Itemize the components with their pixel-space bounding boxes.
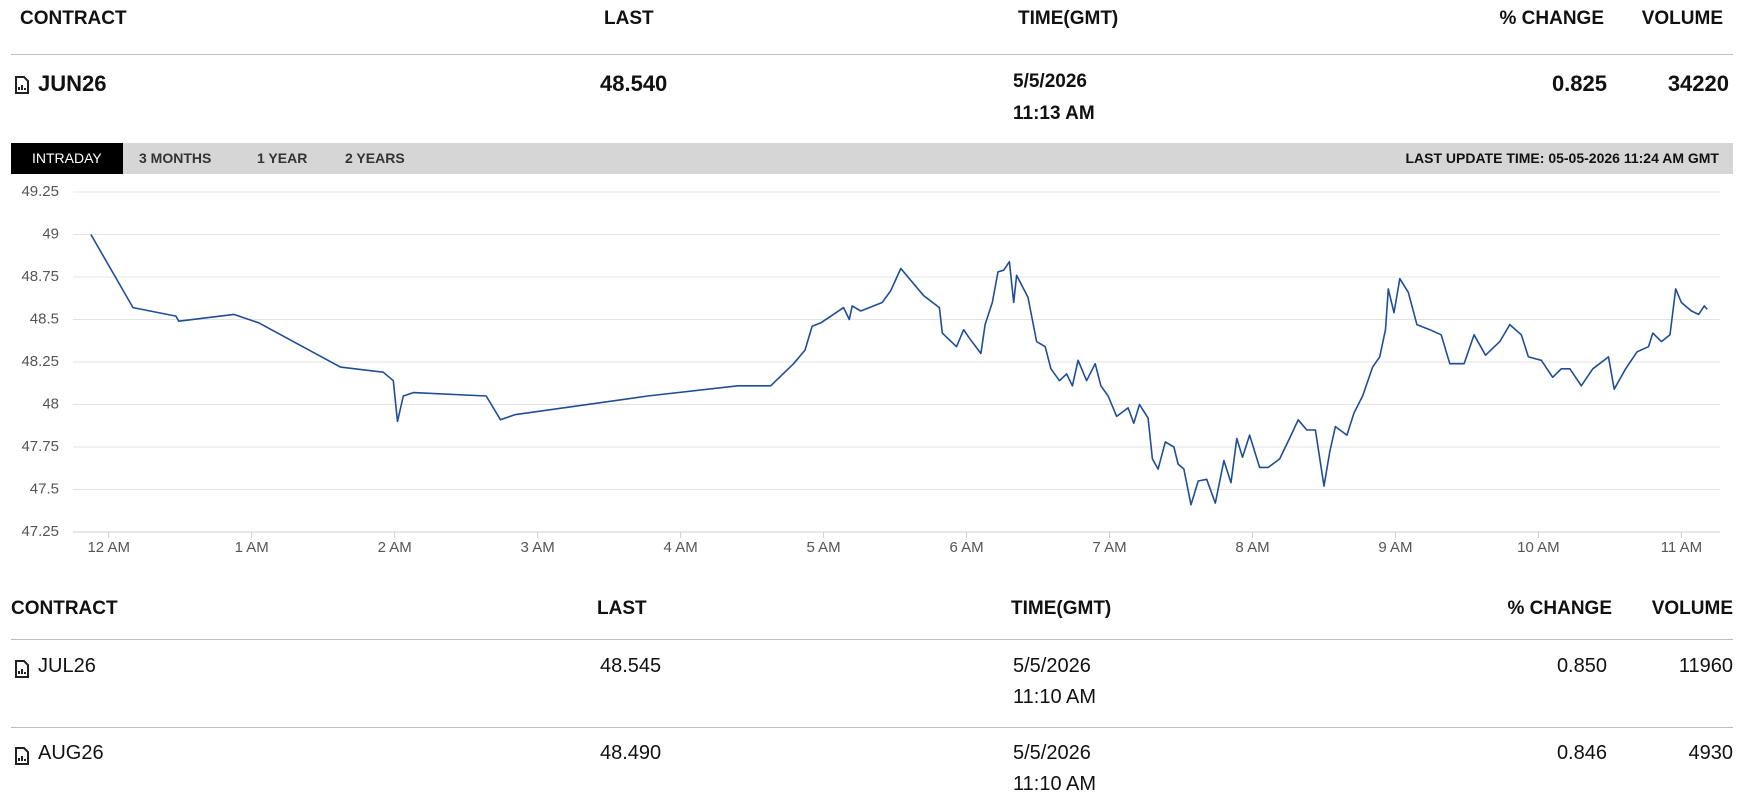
header-change: % CHANGE bbox=[1499, 8, 1604, 29]
x-tick-label: 3 AM bbox=[521, 539, 555, 556]
divider bbox=[11, 54, 1733, 55]
tab[interactable]: 3 MONTHS bbox=[139, 150, 212, 166]
y-tick-label: 48 bbox=[42, 395, 59, 412]
tab[interactable]: 2 YEARS bbox=[345, 150, 405, 166]
chart-icon[interactable] bbox=[14, 76, 30, 94]
y-tick-label: 47.25 bbox=[21, 523, 59, 540]
header-volume: VOLUME bbox=[1651, 598, 1733, 619]
trade-time: 11:10 AM bbox=[1013, 686, 1097, 708]
volume: 4930 bbox=[1688, 742, 1734, 764]
last-update: LAST UPDATE TIME: 05-05-2026 11:24 AM GM… bbox=[1405, 150, 1719, 166]
y-tick-label: 48.5 bbox=[30, 310, 59, 327]
trade-time: 11:13 AM bbox=[1013, 103, 1095, 124]
y-tick-label: 49.25 bbox=[21, 183, 59, 200]
x-tick-label: 6 AM bbox=[949, 539, 983, 556]
header-time: TIME(GMT) bbox=[1011, 598, 1112, 619]
divider bbox=[11, 727, 1733, 728]
trade-time: 11:10 AM bbox=[1013, 773, 1097, 795]
volume: 34220 bbox=[1667, 71, 1729, 96]
trade-date: 5/5/2026 bbox=[1013, 742, 1091, 764]
y-tick-label: 48.75 bbox=[21, 268, 59, 285]
x-tick-label: 1 AM bbox=[235, 539, 269, 556]
x-tick-label: 2 AM bbox=[378, 539, 412, 556]
y-tick-label: 47.75 bbox=[21, 438, 59, 455]
tab-bar: INTRADAY 3 MONTHS 1 YEAR 2 YEARS LAST UP… bbox=[11, 143, 1733, 174]
trade-date: 5/5/2026 bbox=[1013, 655, 1091, 677]
tab[interactable]: 1 YEAR bbox=[257, 150, 308, 166]
tab[interactable]: INTRADAY bbox=[11, 143, 123, 174]
last-price: 48.545 bbox=[600, 655, 662, 677]
divider bbox=[11, 639, 1733, 640]
header-contract: CONTRACT bbox=[20, 8, 127, 29]
trade-date: 5/5/2026 bbox=[1013, 71, 1087, 92]
x-tick-label: 10 AM bbox=[1517, 539, 1560, 556]
header-contract: CONTRACT bbox=[11, 598, 118, 619]
chart: 49.25 49 48.75 48.5 48.25 48 47.75 47.5 47.25 12 … bbox=[21, 183, 1720, 556]
contract-name[interactable]: AUG26 bbox=[38, 742, 104, 764]
chart-icon[interactable] bbox=[14, 660, 30, 678]
last-price: 48.540 bbox=[600, 71, 668, 96]
y-tick-label: 48.25 bbox=[21, 353, 59, 370]
last-price: 48.490 bbox=[600, 742, 662, 764]
percent-change: 0.825 bbox=[1551, 71, 1607, 96]
x-tick-label: 11 AM bbox=[1661, 539, 1702, 556]
percent-change: 0.850 bbox=[1556, 655, 1607, 677]
y-tick-label: 47.5 bbox=[30, 480, 59, 497]
price-line bbox=[90, 234, 1708, 506]
contract-name[interactable]: JUN26 bbox=[38, 71, 107, 96]
header-last: LAST bbox=[597, 598, 647, 619]
header-time: TIME(GMT) bbox=[1018, 8, 1119, 29]
volume: 11960 bbox=[1678, 655, 1733, 677]
x-tick-label: 12 AM bbox=[87, 539, 130, 556]
x-tick-label: 4 AM bbox=[664, 539, 698, 556]
header-change: % CHANGE bbox=[1507, 598, 1612, 619]
x-tick-label: 9 AM bbox=[1378, 539, 1412, 556]
percent-change: 0.846 bbox=[1556, 742, 1607, 764]
x-tick-label: 8 AM bbox=[1235, 539, 1269, 556]
contract-name[interactable]: JUL26 bbox=[38, 655, 96, 677]
chart-icon[interactable] bbox=[14, 747, 30, 765]
y-tick-label: 49 bbox=[42, 225, 59, 242]
header-volume: VOLUME bbox=[1641, 8, 1723, 29]
x-tick-label: 7 AM bbox=[1092, 539, 1126, 556]
header-last: LAST bbox=[604, 8, 654, 29]
x-tick-label: 5 AM bbox=[806, 539, 840, 556]
